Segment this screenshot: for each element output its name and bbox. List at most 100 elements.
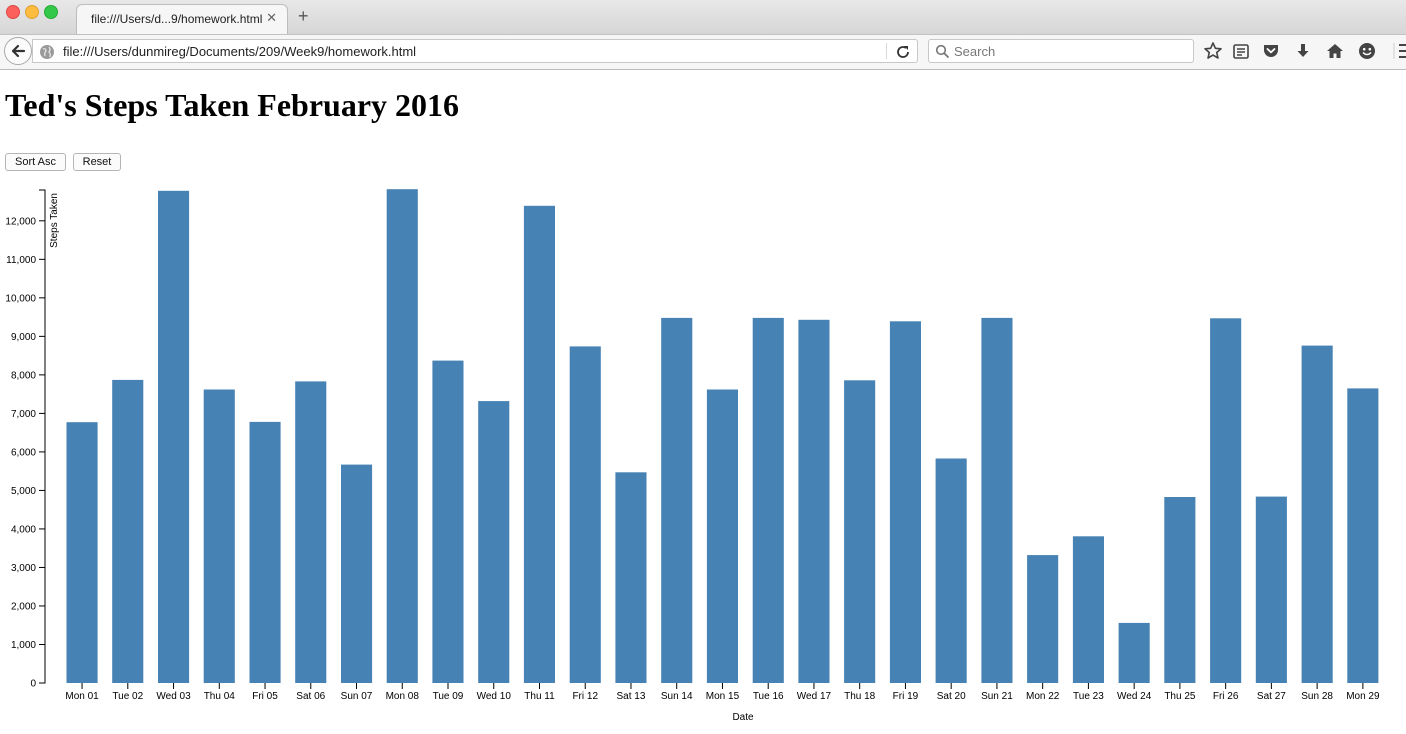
x-tick-label: Thu 04 — [204, 691, 236, 702]
y-tick-label: 5,000 — [11, 486, 36, 497]
pocket-icon[interactable] — [1261, 41, 1281, 61]
x-tick-label: Sat 20 — [937, 691, 966, 702]
x-tick-label: Tue 16 — [753, 691, 784, 702]
y-axis-line — [39, 189, 46, 684]
x-tick-label: Sun 28 — [1301, 691, 1333, 702]
x-tick-label: Sun 07 — [341, 691, 373, 702]
bar-mon-15 — [706, 389, 738, 683]
back-button[interactable] — [4, 37, 32, 65]
x-tick-label: Mon 01 — [65, 691, 99, 702]
y-tick-label: 3,000 — [11, 563, 36, 574]
x-tick-label: Sat 27 — [1257, 691, 1286, 702]
navigation-toolbar: file:///Users/dunmireg/Documents/209/Wee… — [0, 35, 1406, 70]
bar-thu-18 — [844, 380, 876, 683]
bookmark-star-icon[interactable] — [1203, 41, 1223, 61]
bar-mon-22 — [1027, 555, 1059, 683]
y-tick-label: 11,000 — [6, 255, 36, 266]
bar-tue-09 — [432, 360, 464, 683]
bar-sun-14 — [661, 317, 693, 683]
x-tick-label: Sun 14 — [661, 691, 693, 702]
y-tick-label: 4,000 — [11, 524, 36, 535]
bar-wed-24 — [1118, 622, 1150, 683]
browser-title-bar: file:///Users/d...9/homework.html ✕ + — [0, 0, 1406, 35]
x-tick-label: Mon 08 — [386, 691, 420, 702]
search-placeholder: Search — [954, 44, 996, 59]
x-tick-label: Fri 05 — [252, 691, 278, 702]
x-tick-label: Thu 25 — [1164, 691, 1196, 702]
y-tick-label: 12,000 — [5, 216, 36, 227]
x-tick-label: Wed 24 — [1117, 691, 1152, 702]
bar-thu-11 — [523, 205, 555, 684]
bar-fri-19 — [889, 321, 921, 683]
reset-button[interactable]: Reset — [73, 153, 121, 171]
bar-sat-13 — [615, 472, 647, 683]
x-tick-label: Sat 06 — [296, 691, 325, 702]
bar-fri-05 — [249, 421, 281, 683]
x-tick-label: Sun 21 — [981, 691, 1013, 702]
download-icon[interactable] — [1293, 41, 1313, 61]
bar-sun-28 — [1301, 345, 1333, 683]
url-text[interactable]: file:///Users/dunmireg/Documents/209/Wee… — [63, 44, 417, 59]
x-tick-label: Thu 11 — [524, 691, 555, 702]
bar-sat-20 — [935, 458, 967, 683]
bar-mon-08 — [386, 189, 418, 683]
bar-thu-25 — [1164, 497, 1196, 683]
close-window-button[interactable] — [6, 5, 20, 19]
new-tab-button[interactable]: + — [298, 6, 309, 26]
bar-wed-10 — [478, 401, 510, 683]
x-tick-label: Mon 15 — [706, 691, 740, 702]
bar-thu-04 — [203, 389, 235, 683]
bar-sat-27 — [1255, 496, 1287, 683]
tab-title: file:///Users/d...9/homework.html — [91, 12, 263, 26]
y-tick-label: 1,000 — [11, 640, 36, 651]
bar-sun-21 — [981, 317, 1013, 683]
bar-wed-03 — [158, 190, 190, 684]
y-tick-label: 9,000 — [11, 332, 36, 343]
search-bar[interactable]: Search — [928, 39, 1194, 63]
x-tick-label: Sat 13 — [617, 691, 646, 702]
page-title: Ted's Steps Taken February 2016 — [5, 87, 460, 123]
x-tick-label: Wed 17 — [797, 691, 832, 702]
x-tick-label: Wed 03 — [156, 691, 191, 702]
bar-mon-29 — [1347, 388, 1379, 683]
menu-icon[interactable] — [1393, 41, 1406, 61]
x-tick-label: Mon 29 — [1346, 691, 1380, 702]
browser-tab[interactable]: file:///Users/d...9/homework.html ✕ — [76, 4, 288, 34]
x-axis-label: Date — [732, 712, 754, 723]
back-arrow-icon — [11, 44, 26, 58]
reload-icon[interactable] — [895, 44, 911, 60]
y-tick-label: 7,000 — [11, 409, 36, 420]
y-axis-label: Steps Taken — [49, 193, 60, 248]
sort-asc-button[interactable]: Sort Asc — [5, 153, 66, 171]
x-tick-label: Tue 23 — [1073, 691, 1104, 702]
globe-icon — [40, 45, 54, 59]
bar-mon-01 — [66, 422, 98, 683]
minimize-window-button[interactable] — [25, 5, 39, 19]
reading-list-icon[interactable] — [1231, 41, 1251, 61]
tab-close-icon[interactable]: ✕ — [266, 10, 277, 25]
y-tick-label: 10,000 — [5, 293, 36, 304]
zoom-window-button[interactable] — [44, 5, 58, 19]
bar-sat-06 — [295, 381, 327, 683]
x-tick-label: Mon 22 — [1026, 691, 1060, 702]
bar-tue-16 — [752, 317, 784, 683]
hello-icon[interactable] — [1357, 41, 1377, 61]
x-axis: Mon 01 Tue 02 Wed 03 Thu 04 Fri 05 Sat 06 Sun … — [65, 683, 1380, 702]
url-bar[interactable]: file:///Users/dunmireg/Documents/209/Wee… — [32, 39, 918, 63]
url-divider — [886, 43, 887, 59]
y-tick-label: 2,000 — [11, 601, 36, 612]
bar-tue-02 — [112, 379, 144, 683]
bars-group — [66, 189, 1379, 684]
x-tick-label: Thu 18 — [844, 691, 876, 702]
home-icon[interactable] — [1325, 41, 1345, 61]
y-tick-label: 6,000 — [11, 447, 36, 458]
x-tick-label: Tue 02 — [112, 691, 143, 702]
bar-tue-23 — [1072, 536, 1104, 683]
y-axis: 0 1,000 2,000 3,000 4,000 5,000 6,000 7,000 8,00… — [5, 189, 46, 690]
x-tick-label: Fri 12 — [572, 691, 598, 702]
x-tick-label: Fri 19 — [893, 691, 919, 702]
x-tick-label: Wed 10 — [477, 691, 512, 702]
y-tick-label: 0 — [30, 679, 36, 690]
y-tick-label: 8,000 — [11, 370, 36, 381]
